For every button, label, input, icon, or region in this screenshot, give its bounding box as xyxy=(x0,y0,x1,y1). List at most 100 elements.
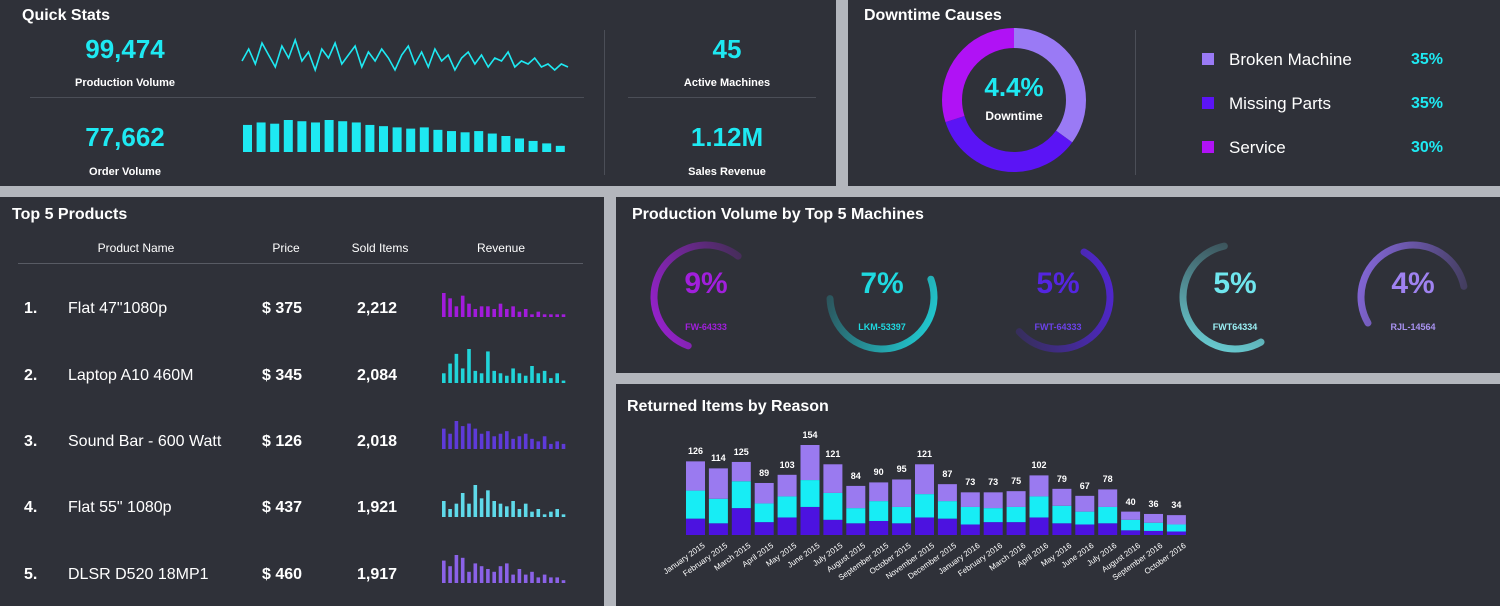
returned-bar-total: 114 xyxy=(711,453,726,464)
order-bar xyxy=(392,127,402,152)
returned-bar-segment xyxy=(937,484,957,502)
downtime-causes-title: Downtime Causes xyxy=(864,7,1002,24)
returned-bar-segment xyxy=(960,492,980,507)
machine-gauge-pct: 5% xyxy=(1213,267,1257,300)
returned-bar-total: 73 xyxy=(965,477,976,488)
order-bar xyxy=(542,143,552,152)
revenue-spark-bar xyxy=(523,309,528,317)
row-revenue-sparkbars xyxy=(442,293,566,317)
returned-bar-segment xyxy=(1166,524,1186,532)
legend-label-service: Service xyxy=(1229,138,1286,157)
downtime-donut xyxy=(942,28,1086,172)
revenue-spark-bar xyxy=(473,309,478,317)
revenue-spark-bar xyxy=(517,311,522,317)
returned-bar-segment xyxy=(937,518,957,535)
returned-bar-segment xyxy=(777,496,797,518)
machines-panel: Production Volume by Top 5 Machines 9% FW… xyxy=(616,197,1500,373)
returned-bar-segment xyxy=(869,482,889,502)
returned-bar-segment xyxy=(1075,524,1095,535)
revenue-spark-bar xyxy=(555,373,559,383)
revenue-spark-bar xyxy=(498,566,503,583)
revenue-spark-bar xyxy=(549,378,553,383)
returned-bar-segment xyxy=(731,461,751,482)
row-sold-items: 1,921 xyxy=(357,499,398,516)
returned-bar-total: 36 xyxy=(1148,498,1159,509)
legend-pct-missing-parts: 35% xyxy=(1411,95,1444,112)
revenue-spark-bar xyxy=(498,503,503,517)
returned-bar-segment xyxy=(1075,511,1095,525)
revenue-spark-bar xyxy=(492,571,496,583)
order-bar xyxy=(528,140,538,152)
revenue-spark-bar xyxy=(549,577,553,583)
revenue-spark-bar xyxy=(479,566,484,583)
returned-items-chart xyxy=(686,445,1186,535)
returned-bar-segment xyxy=(960,506,980,525)
returned-bar-segment xyxy=(983,492,1003,509)
revenue-spark-bar xyxy=(505,431,509,449)
returned-bar-total: 84 xyxy=(850,470,861,481)
revenue-spark-bar xyxy=(492,501,496,517)
returned-bar-total: 121 xyxy=(916,449,933,460)
revenue-spark-bar xyxy=(473,563,478,583)
revenue-spark-bar xyxy=(460,295,465,317)
returned-bar-segment xyxy=(983,522,1003,535)
returned-bar-segment xyxy=(777,517,797,535)
returned-bar-segment xyxy=(800,480,820,507)
row-rank: 3. xyxy=(24,433,38,450)
top-products-panel: Top 5 Products Product Name Price Sold I… xyxy=(0,197,604,606)
order-bar xyxy=(324,120,334,152)
header-divider xyxy=(18,263,583,264)
returned-items-panel: Returned Items by Reason 126 January 2015… xyxy=(616,384,1500,606)
returned-bar-segment xyxy=(754,482,774,504)
machine-gauge xyxy=(1179,241,1291,353)
divider xyxy=(628,97,816,98)
legend-swatch-broken-machine xyxy=(1202,53,1214,65)
revenue-spark-bar xyxy=(448,566,452,583)
revenue-spark-bar xyxy=(486,569,490,583)
gauge-arc xyxy=(1357,241,1469,353)
returned-bar-total: 87 xyxy=(942,469,953,480)
order-bar xyxy=(351,122,361,152)
revenue-spark-bar xyxy=(442,560,446,583)
row-sold-items: 2,212 xyxy=(357,300,398,317)
returned-bar-total: 34 xyxy=(1171,500,1182,511)
revenue-spark-bar xyxy=(454,503,459,517)
row-price: $ 375 xyxy=(262,300,303,317)
revenue-spark-bar xyxy=(530,366,534,383)
row-product-name: Flat 47"1080p xyxy=(68,300,168,317)
order-bar xyxy=(297,121,307,152)
revenue-spark-bar xyxy=(517,509,522,517)
revenue-spark-bar xyxy=(530,511,534,517)
revenue-spark-bar xyxy=(498,373,503,383)
returned-bar-segment xyxy=(1144,530,1163,535)
revenue-spark-bar xyxy=(479,498,484,517)
returned-bar-segment xyxy=(915,464,934,495)
revenue-spark-bar xyxy=(549,314,553,317)
revenue-spark-bar xyxy=(542,370,547,383)
returned-bar-segment xyxy=(1121,530,1141,535)
revenue-spark-bar xyxy=(542,574,547,583)
revenue-spark-bar xyxy=(486,306,490,317)
revenue-spark-bar xyxy=(517,569,522,583)
machine-gauge-name: FWT-64333 xyxy=(1034,322,1082,332)
revenue-spark-bar xyxy=(505,375,509,383)
revenue-spark-bar xyxy=(479,433,484,449)
returned-bar-segment xyxy=(686,461,705,491)
row-sold-items: 2,018 xyxy=(357,433,398,450)
gauge-arc xyxy=(1179,241,1291,353)
order-bar xyxy=(338,121,348,152)
returned-bar-segment xyxy=(1166,515,1186,525)
revenue-spark-bar xyxy=(505,563,509,583)
row-revenue-sparkbars xyxy=(442,421,566,449)
returned-bar-total: 102 xyxy=(1031,460,1047,471)
returned-bar-segment xyxy=(686,490,705,519)
order-volume-bars xyxy=(243,120,565,152)
machine-gauge-pct: 4% xyxy=(1391,267,1435,300)
order-bar xyxy=(419,127,429,152)
revenue-spark-bar xyxy=(549,511,553,517)
downtime-causes-panel: Downtime Causes 4.4% Downtime Broken Mac… xyxy=(848,0,1500,186)
returned-bar-segment xyxy=(1029,496,1049,518)
row-rank: 5. xyxy=(24,566,38,583)
gauge-arc xyxy=(826,241,938,353)
revenue-spark-bar xyxy=(555,314,559,317)
